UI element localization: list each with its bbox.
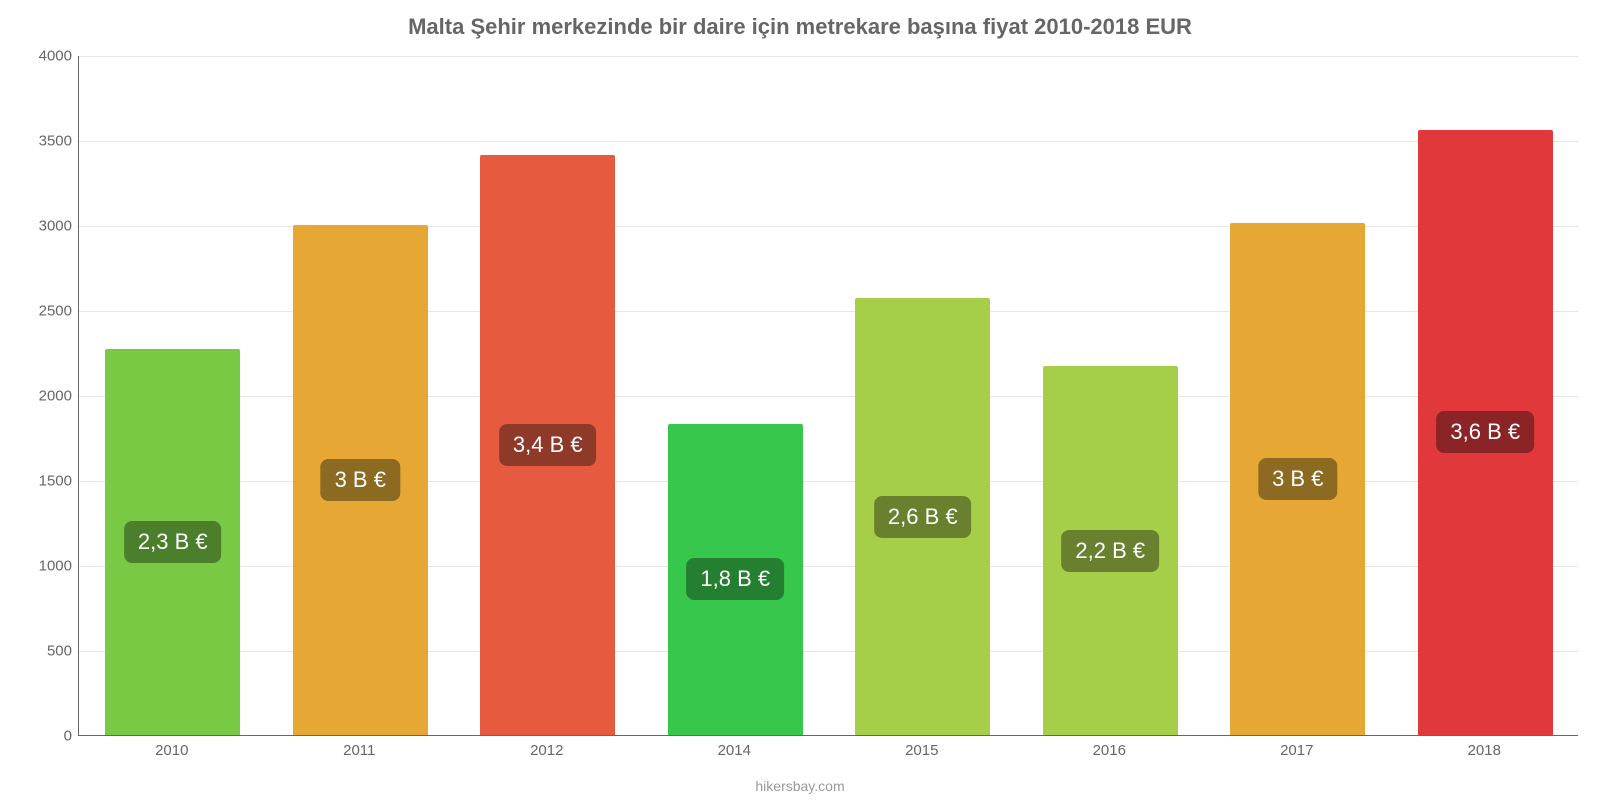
y-tick-label: 0 bbox=[12, 728, 72, 745]
bar: 2,2 B € bbox=[1043, 366, 1178, 735]
x-tick-label: 2015 bbox=[905, 742, 938, 759]
bar: 2,3 B € bbox=[105, 349, 240, 735]
x-tick-label: 2012 bbox=[530, 742, 563, 759]
bar: 3 B € bbox=[293, 225, 428, 735]
x-tick-label: 2017 bbox=[1280, 742, 1313, 759]
x-tick-label: 2014 bbox=[718, 742, 751, 759]
gridline bbox=[79, 141, 1578, 142]
value-badge: 3,4 B € bbox=[499, 424, 597, 466]
chart-credit: hikersbay.com bbox=[0, 778, 1600, 794]
y-tick-label: 1500 bbox=[12, 473, 72, 490]
value-badge: 3 B € bbox=[321, 459, 400, 501]
y-tick-label: 2500 bbox=[12, 303, 72, 320]
y-tick-label: 500 bbox=[12, 643, 72, 660]
y-tick-label: 3500 bbox=[12, 133, 72, 150]
y-tick-label: 4000 bbox=[12, 48, 72, 65]
gridline bbox=[79, 56, 1578, 57]
plot-area: 2,3 B € 3 B € 3,4 B € 1,8 B € 2,6 B € 2,2 B €… bbox=[78, 56, 1578, 736]
x-tick-label: 2011 bbox=[343, 742, 375, 759]
x-tick-label: 2016 bbox=[1093, 742, 1126, 759]
value-badge: 2,3 B € bbox=[124, 521, 222, 563]
bar: 3 B € bbox=[1230, 223, 1365, 735]
y-tick-label: 3000 bbox=[12, 218, 72, 235]
value-badge: 3,6 B € bbox=[1436, 411, 1534, 453]
bar: 2,6 B € bbox=[855, 298, 990, 735]
value-badge: 3 B € bbox=[1258, 458, 1337, 500]
bar: 3,6 B € bbox=[1418, 130, 1553, 735]
x-tick-label: 2010 bbox=[155, 742, 188, 759]
y-tick-label: 2000 bbox=[12, 388, 72, 405]
chart-title: Malta Şehir merkezinde bir daire için me… bbox=[0, 14, 1600, 40]
y-tick-label: 1000 bbox=[12, 558, 72, 575]
bar: 3,4 B € bbox=[480, 155, 615, 735]
bar: 1,8 B € bbox=[668, 424, 803, 735]
value-badge: 2,2 B € bbox=[1061, 530, 1159, 572]
value-badge: 2,6 B € bbox=[874, 496, 972, 538]
value-badge: 1,8 B € bbox=[686, 558, 784, 600]
x-tick-label: 2018 bbox=[1468, 742, 1501, 759]
